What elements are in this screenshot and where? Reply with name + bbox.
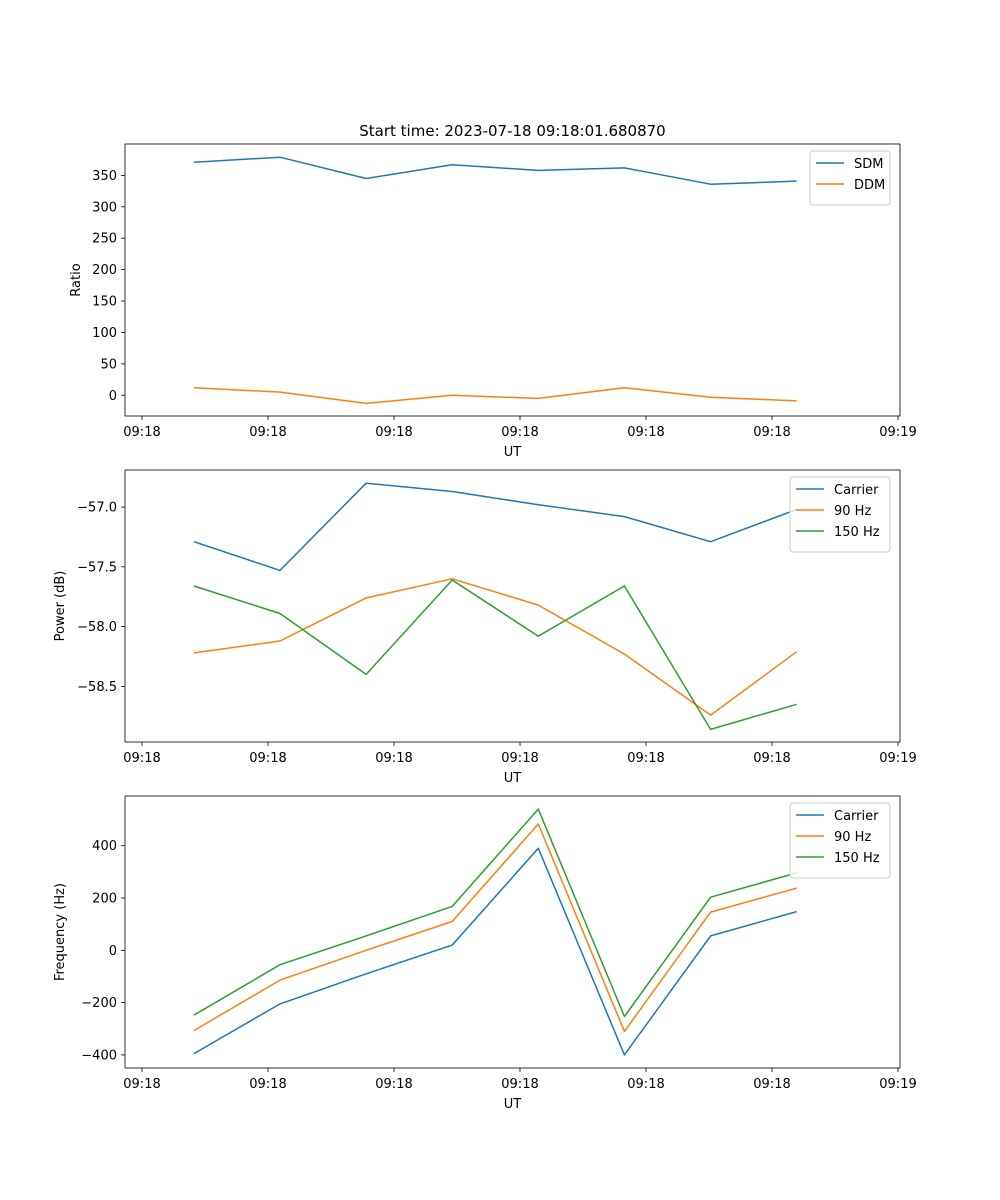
x-tick-label: 09:18 [375, 1077, 412, 1092]
y-tick-label: 300 [92, 200, 117, 215]
x-tick-label: 09:18 [249, 425, 286, 440]
series-line-150-hz [193, 808, 797, 1018]
legend: Carrier 90 Hz 150 Hz [789, 802, 891, 879]
series-line-150-hz [193, 579, 797, 731]
legend-box [789, 476, 891, 553]
series-line-carrier [193, 482, 797, 572]
legend-label: 150 Hz [834, 851, 880, 866]
series-line-carrier [193, 847, 797, 1056]
x-tick-label: 09:18 [501, 425, 538, 440]
y-tick-label: −57.5 [77, 560, 117, 575]
x-tick-label: 09:19 [879, 751, 916, 766]
y-tick-label: 350 [92, 169, 117, 184]
x-axis-label: UT [504, 1097, 522, 1112]
y-tick-label: −400 [81, 1048, 117, 1063]
x-tick-label: 09:18 [501, 751, 538, 766]
subplots: 09:18 09:18 09:18 09:18 09:18 09:18 09:19 0 50 10… [53, 143, 917, 1112]
y-tick-label: −58.5 [77, 680, 117, 695]
y-tick-label: −200 [81, 996, 117, 1011]
y-tick-label: 100 [92, 326, 117, 341]
y-axis-label: Ratio [69, 263, 84, 296]
legend-label: SDM [854, 157, 883, 172]
legend-label: DDM [854, 178, 885, 193]
x-tick-label: 09:18 [627, 751, 664, 766]
y-tick-label: 50 [100, 357, 117, 372]
x-tick-label: 09:18 [249, 751, 286, 766]
y-axis-label: Power (dB) [53, 571, 68, 642]
figure-title: Start time: 2023-07-18 09:18:01.680870 [359, 122, 665, 140]
x-tick-label: 09:18 [375, 751, 412, 766]
x-axis-label: UT [504, 445, 522, 460]
y-tick-label: 0 [109, 944, 117, 959]
legend-label: 150 Hz [834, 525, 880, 540]
legend-label: 90 Hz [834, 504, 871, 519]
y-tick-label: −58.0 [77, 620, 117, 635]
y-axis-label: Frequency (Hz) [53, 883, 68, 981]
series-line-ddm [193, 386, 797, 405]
axes-frame [124, 143, 901, 417]
x-tick-label: 09:18 [627, 425, 664, 440]
x-tick-label: 09:18 [753, 751, 790, 766]
x-tick-label: 09:18 [123, 425, 160, 440]
x-tick-label: 09:18 [627, 1077, 664, 1092]
x-tick-label: 09:18 [501, 1077, 538, 1092]
y-tick-label: 200 [92, 263, 117, 278]
x-tick-label: 09:19 [879, 425, 916, 440]
axes-frame [124, 795, 901, 1069]
x-tick-label: 09:18 [249, 1077, 286, 1092]
x-axis-label: UT [504, 771, 522, 786]
series-line-90-hz [193, 823, 797, 1033]
series-line-sdm [193, 156, 797, 185]
x-tick-label: 09:18 [753, 425, 790, 440]
y-tick-label: 0 [109, 389, 117, 404]
x-tick-label: 09:18 [123, 1077, 160, 1092]
legend-box [789, 802, 891, 879]
axes-frame [124, 469, 901, 743]
x-tick-label: 09:18 [753, 1077, 790, 1092]
y-tick-label: 150 [92, 295, 117, 310]
x-tick-label: 09:18 [123, 751, 160, 766]
y-tick-label: 400 [92, 839, 117, 854]
legend-box [809, 150, 891, 206]
legend-label: Carrier [834, 483, 879, 498]
x-tick-label: 09:18 [375, 425, 412, 440]
subplot-3: 09:18 09:18 09:18 09:18 09:18 09:18 09:19 −400 −… [53, 795, 917, 1112]
y-tick-label: 250 [92, 232, 117, 247]
x-tick-label: 09:19 [879, 1077, 916, 1092]
y-tick-label: −57.0 [77, 501, 117, 516]
legend-label: 90 Hz [834, 830, 871, 845]
legend: Carrier 90 Hz 150 Hz [789, 476, 891, 553]
legend-label: Carrier [834, 809, 879, 824]
legend: SDM DDM [809, 150, 891, 206]
y-tick-label: 200 [92, 892, 117, 907]
subplot-2: 09:18 09:18 09:18 09:18 09:18 09:18 09:19 −58.5… [53, 469, 917, 786]
subplot-1: 09:18 09:18 09:18 09:18 09:18 09:18 09:19 0 50 10… [69, 143, 917, 460]
